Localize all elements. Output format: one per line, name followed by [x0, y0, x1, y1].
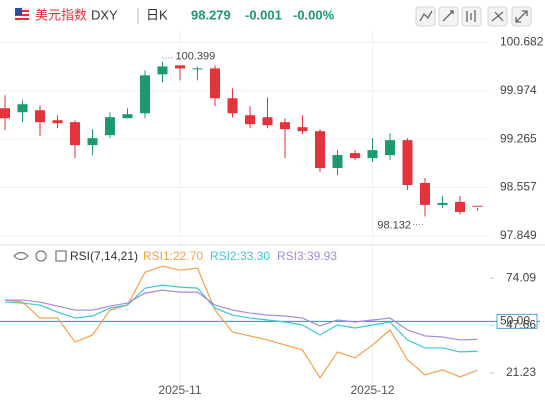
candle-body	[437, 202, 448, 205]
rsi-line	[4, 284, 478, 353]
change: -0.001	[245, 7, 282, 22]
candle-body	[297, 127, 308, 132]
symbol: DXY	[91, 7, 118, 22]
toolbar	[415, 6, 532, 27]
candle-body	[122, 114, 133, 119]
y-tick-label: 21.23	[506, 365, 536, 379]
candle-body	[175, 65, 185, 69]
y-tick-label: 74.09	[506, 270, 536, 284]
index-name: 美元指数	[35, 7, 87, 22]
candle-body	[350, 153, 360, 159]
candle-body	[0, 108, 10, 119]
high-annotation: 100.399	[176, 51, 216, 63]
candle-body	[87, 138, 98, 146]
candle-body	[332, 155, 343, 169]
candle-body	[52, 120, 63, 124]
period[interactable]: 日K	[146, 7, 168, 22]
candle-body	[35, 110, 45, 123]
candle-body	[140, 75, 150, 114]
midline-label-box	[496, 313, 538, 329]
candle-body	[420, 183, 430, 205]
candle-body	[157, 66, 168, 75]
candle-body	[192, 68, 203, 70]
candle-body	[105, 117, 115, 136]
y-tick-label: 98.557	[500, 180, 537, 194]
y-tick-label: 100.682	[500, 35, 544, 49]
candle-body	[227, 98, 238, 114]
flag-icon	[14, 7, 30, 23]
indicator-title: RSI(7,14,21)	[70, 249, 138, 263]
y-tick-label: 99.974	[500, 83, 537, 97]
y-tick-label: 47.66	[506, 318, 536, 332]
tool-button[interactable]	[415, 6, 436, 27]
candle-body	[367, 150, 378, 159]
candle-body	[210, 68, 220, 99]
change-pct: -0.00%	[293, 7, 335, 22]
candle-body	[315, 131, 325, 169]
legend-entry: RSI2:33.30	[210, 249, 270, 263]
candle-body	[455, 201, 465, 212]
legend-entry: RSI3:39.93	[277, 249, 337, 263]
y-tick-label: 50.00	[500, 313, 530, 327]
y-tick-label: 99.265	[500, 131, 537, 145]
checkbox-icon[interactable]	[55, 250, 67, 262]
candle-body	[402, 140, 413, 185]
candle-body	[17, 104, 28, 113]
y-tick-label: 97.849	[500, 228, 537, 242]
rsi-line	[4, 265, 478, 379]
candle-body	[70, 122, 80, 146]
x-tick-label: 2025-11	[158, 383, 201, 397]
candle-body	[385, 140, 395, 156]
gear-icon[interactable]	[35, 250, 47, 262]
candle-body	[472, 205, 483, 207]
candle-body	[262, 117, 273, 126]
tool-button[interactable]	[438, 6, 459, 27]
low-annotation: 98.132	[377, 219, 411, 231]
candle-body	[280, 122, 290, 130]
rsi-icons	[13, 250, 67, 262]
candle-body	[245, 115, 255, 125]
rsi-line	[5, 289, 478, 341]
x-tick-label: 2025-12	[350, 383, 394, 397]
legend-entry: RSI1:22.70	[143, 249, 203, 263]
eye-icon[interactable]	[13, 251, 29, 261]
price: 98.279	[191, 7, 231, 22]
